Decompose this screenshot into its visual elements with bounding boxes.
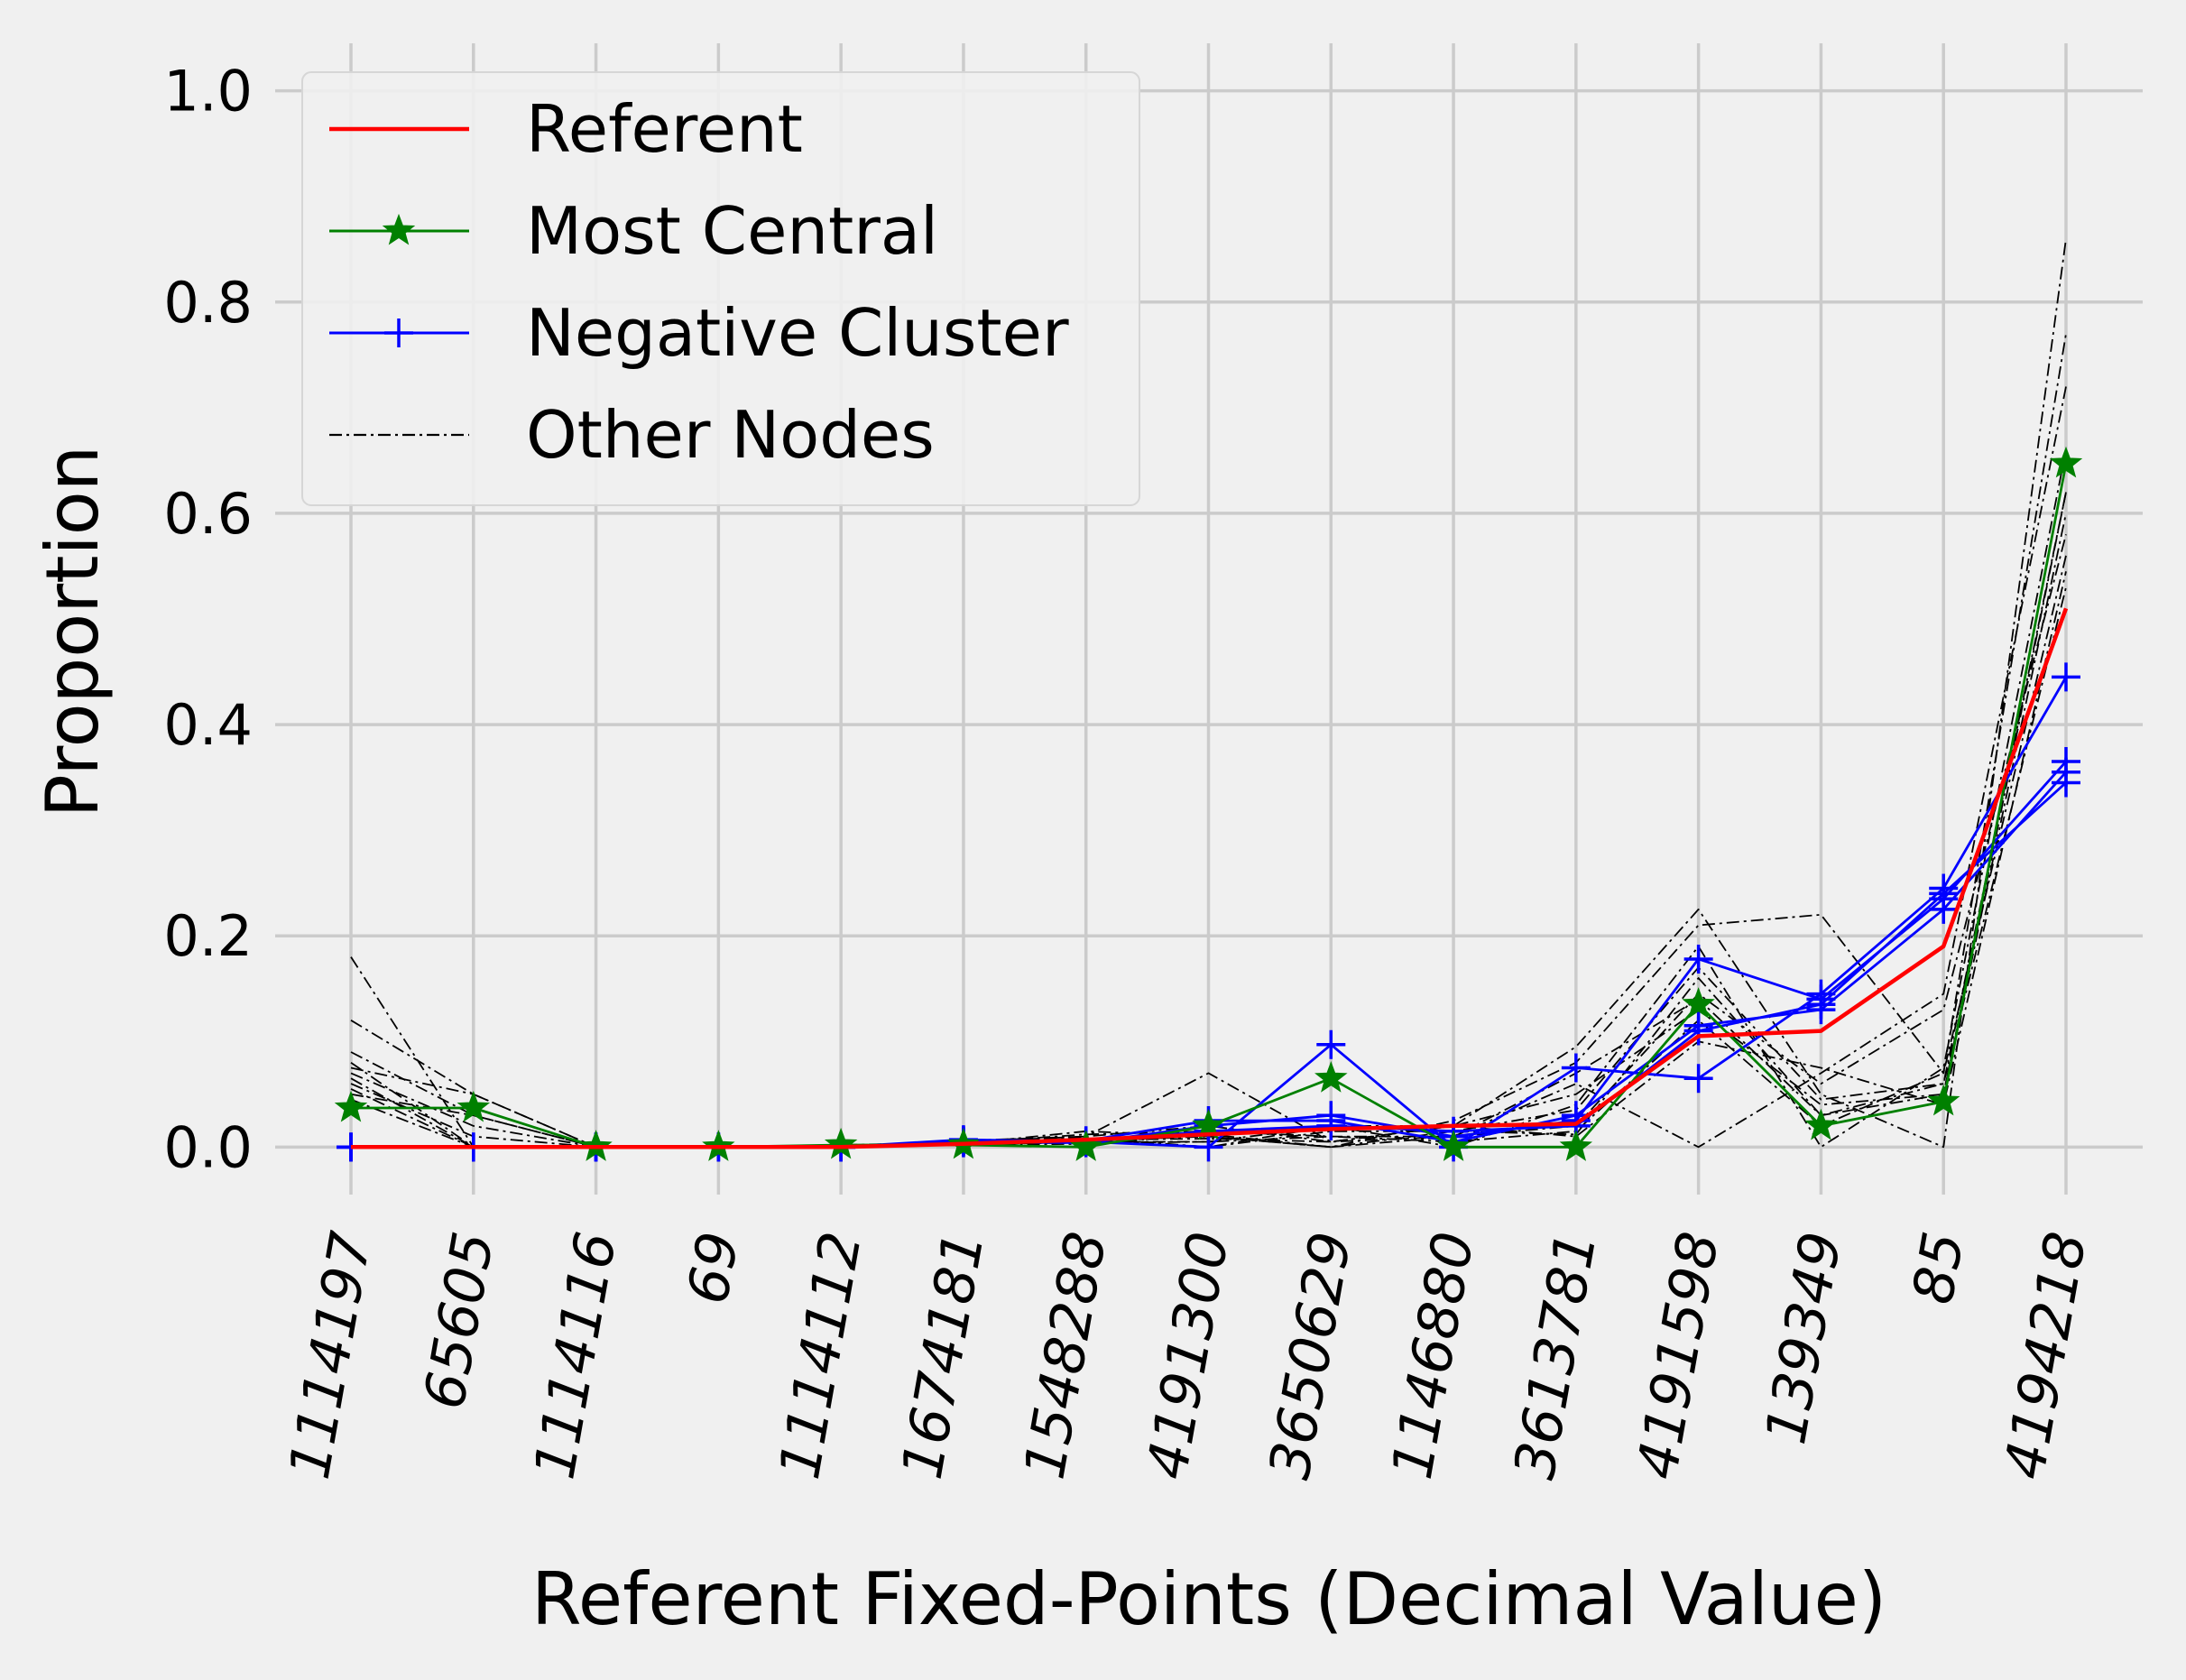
y-tick-label: 0.2 [163, 903, 253, 969]
x-tick: 69 [675, 1227, 752, 1308]
y-tick-label: 0.0 [163, 1114, 253, 1180]
y-tick-label: 0.6 [163, 481, 253, 547]
data-point-plus [1316, 1029, 1346, 1059]
x-tick-label: 85 [1899, 1227, 1977, 1308]
y-tick-label: 0.4 [163, 692, 253, 758]
data-point-plus [1806, 990, 1836, 1020]
data-point-plus [1316, 1111, 1346, 1140]
legend-label: Referent [526, 91, 803, 167]
series-line [350, 238, 2067, 1149]
legend-label: Most Central [526, 193, 938, 269]
series-layer [334, 238, 2083, 1162]
data-point-star [1926, 1084, 1960, 1116]
data-point-star [1436, 1130, 1471, 1161]
data-point-star [1682, 987, 1715, 1019]
data-point-star [824, 1127, 858, 1159]
legend-item: Negative Cluster [329, 295, 1069, 371]
data-point-star [1192, 1108, 1225, 1140]
legend-item: Other Nodes [329, 397, 935, 473]
y-tick-label: 1.0 [163, 59, 253, 125]
legend-item: Referent [329, 91, 803, 167]
data-point-star [1069, 1130, 1102, 1161]
legend-box [301, 71, 1140, 506]
data-point-plus [2052, 662, 2080, 692]
data-point-star [1559, 1130, 1593, 1161]
data-point-plus [1683, 1064, 1713, 1094]
legend-label: Negative Cluster [526, 295, 1069, 371]
x-axis-label: Referent Fixed-Points (Decimal Value) [531, 1557, 1886, 1641]
data-point-star [457, 1090, 491, 1122]
legend: Referent Most Central Negative Cluster Othe… [301, 71, 1140, 506]
data-point-star [2049, 446, 2083, 478]
data-point-star [1804, 1108, 1838, 1140]
series-line [351, 607, 2069, 1149]
data-point-star [1314, 1061, 1348, 1093]
data-point-star [382, 213, 416, 245]
data-point-plus [384, 318, 413, 347]
x-tick: 85 [1899, 1227, 1977, 1308]
data-point-plus [1683, 1016, 1713, 1046]
legend-label: Other Nodes [526, 397, 935, 473]
data-point-plus [1929, 879, 1959, 909]
legend-item: Most Central [329, 193, 938, 269]
data-point-plus [1683, 944, 1713, 974]
data-point-plus [1561, 1053, 1591, 1083]
series-other-nodes [350, 238, 2067, 1149]
data-point-plus [2052, 768, 2080, 798]
y-axis-label: Proportion [31, 446, 115, 818]
x-tick-label: 69 [675, 1227, 752, 1308]
y-tick-label: 0.8 [163, 270, 253, 336]
series-referent [351, 607, 2069, 1149]
y-axis-ticks: 0.0 0.2 0.4 0.6 0.8 1.0 [163, 59, 253, 1181]
data-point-star [334, 1090, 368, 1122]
